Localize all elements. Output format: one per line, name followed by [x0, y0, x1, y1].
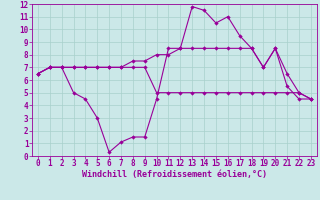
X-axis label: Windchill (Refroidissement éolien,°C): Windchill (Refroidissement éolien,°C) — [82, 170, 267, 179]
